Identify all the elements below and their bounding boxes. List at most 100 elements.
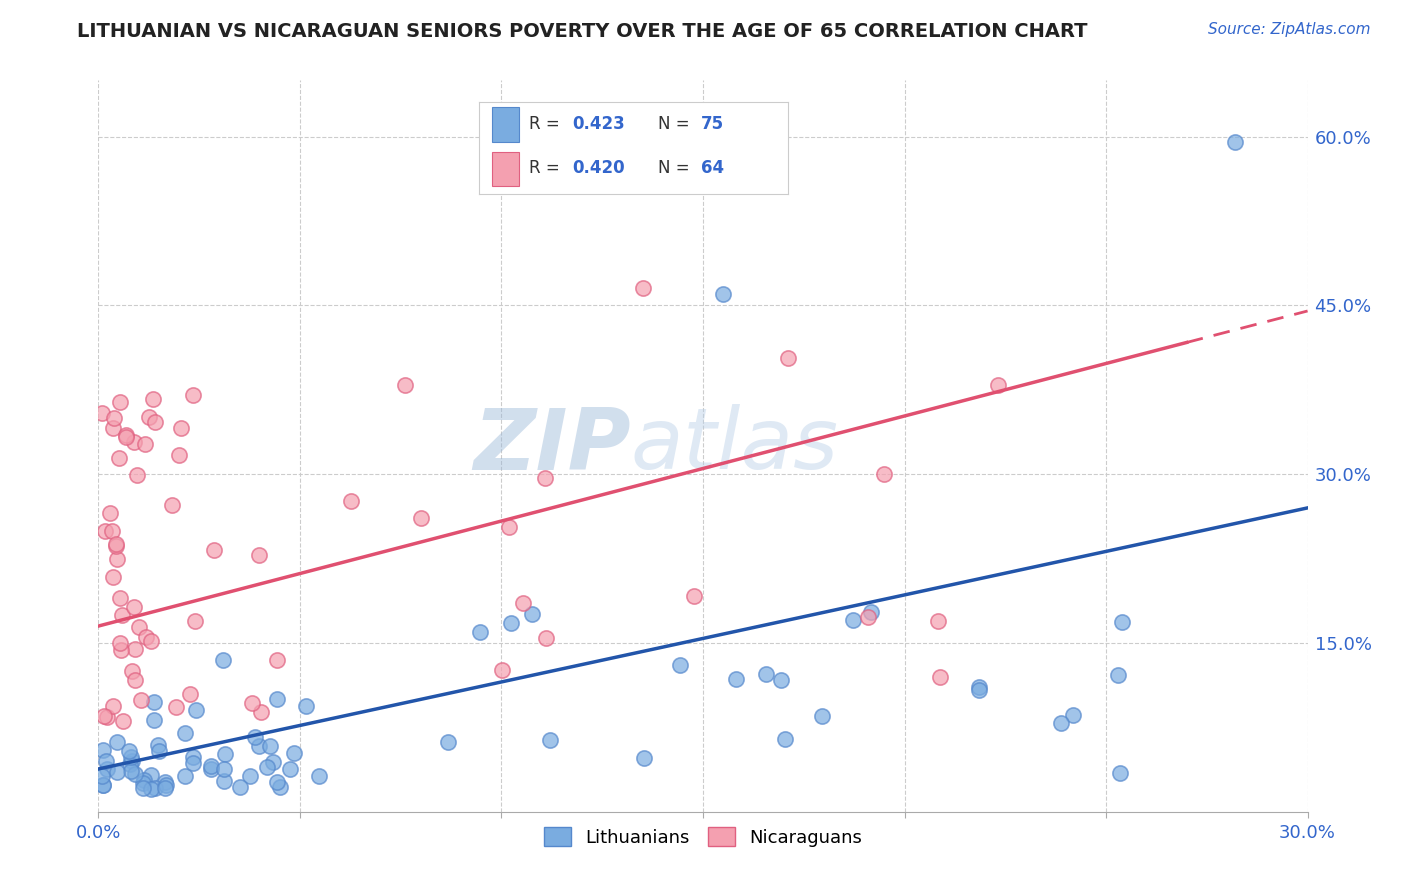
Point bbox=[170, 421, 193, 435]
Point bbox=[682, 589, 704, 603]
Point bbox=[148, 744, 170, 758]
Point bbox=[247, 739, 270, 753]
Point bbox=[142, 696, 165, 710]
Point bbox=[91, 778, 114, 792]
Point bbox=[243, 730, 266, 744]
Point bbox=[173, 769, 195, 783]
Point bbox=[103, 410, 125, 425]
Point bbox=[141, 633, 163, 648]
Point bbox=[143, 415, 166, 429]
Point bbox=[967, 681, 990, 695]
Point bbox=[120, 756, 142, 771]
Point bbox=[115, 427, 138, 442]
Point bbox=[93, 709, 115, 723]
Point bbox=[142, 392, 165, 407]
Point bbox=[134, 772, 156, 787]
Point bbox=[167, 448, 190, 462]
Point bbox=[141, 781, 163, 796]
Point bbox=[266, 775, 288, 789]
Point bbox=[94, 524, 117, 538]
Point bbox=[262, 755, 284, 769]
Point bbox=[987, 378, 1010, 392]
Point bbox=[242, 696, 264, 710]
Point bbox=[1223, 135, 1246, 149]
Point bbox=[200, 759, 222, 773]
Point bbox=[174, 725, 197, 739]
Point bbox=[214, 747, 236, 761]
Point bbox=[778, 351, 800, 365]
Point bbox=[124, 641, 146, 656]
Point bbox=[120, 749, 142, 764]
Point bbox=[94, 754, 117, 768]
Point bbox=[811, 708, 834, 723]
Point bbox=[228, 780, 250, 795]
Point bbox=[266, 692, 288, 706]
Point bbox=[103, 699, 125, 714]
Point bbox=[110, 643, 132, 657]
Point bbox=[125, 468, 148, 483]
Point bbox=[491, 663, 513, 677]
Point bbox=[873, 467, 896, 482]
Point bbox=[135, 630, 157, 644]
Point bbox=[96, 762, 118, 776]
Point bbox=[121, 664, 143, 678]
Point bbox=[184, 614, 207, 628]
Point bbox=[110, 636, 132, 650]
Point bbox=[283, 746, 305, 760]
Point bbox=[108, 450, 131, 465]
Point bbox=[101, 421, 124, 435]
Point bbox=[131, 781, 153, 796]
Point bbox=[468, 625, 491, 640]
Point bbox=[1062, 707, 1084, 722]
Point bbox=[512, 596, 534, 610]
Point bbox=[91, 743, 114, 757]
Point bbox=[259, 739, 281, 754]
Point bbox=[124, 673, 146, 688]
Point bbox=[128, 619, 150, 633]
Point bbox=[98, 506, 121, 520]
Point bbox=[725, 673, 748, 687]
Point bbox=[120, 764, 142, 779]
Point bbox=[107, 765, 129, 780]
Point bbox=[181, 388, 204, 402]
Point bbox=[498, 520, 520, 534]
Point bbox=[202, 542, 225, 557]
Point bbox=[104, 539, 127, 553]
Point bbox=[111, 714, 134, 728]
Point bbox=[631, 281, 654, 295]
Point bbox=[266, 653, 288, 667]
Point bbox=[141, 768, 163, 782]
Point bbox=[1111, 615, 1133, 629]
Point bbox=[96, 709, 118, 723]
Point bbox=[538, 732, 561, 747]
Point bbox=[769, 673, 792, 687]
Point bbox=[110, 591, 132, 605]
Point bbox=[165, 700, 187, 714]
Point bbox=[929, 670, 952, 684]
Point bbox=[138, 409, 160, 424]
Point bbox=[105, 552, 128, 566]
Point bbox=[775, 732, 797, 747]
Point bbox=[181, 750, 204, 764]
Point bbox=[239, 769, 262, 783]
Point bbox=[247, 548, 270, 562]
Point bbox=[212, 774, 235, 789]
Point bbox=[114, 430, 136, 444]
Point bbox=[155, 778, 177, 792]
Point bbox=[394, 377, 416, 392]
Point bbox=[212, 653, 235, 667]
Point bbox=[108, 394, 131, 409]
Text: Source: ZipAtlas.com: Source: ZipAtlas.com bbox=[1208, 22, 1371, 37]
Point bbox=[256, 760, 278, 774]
Point bbox=[967, 682, 990, 697]
Point bbox=[143, 781, 166, 796]
Point bbox=[124, 767, 146, 781]
Point bbox=[181, 756, 204, 771]
Point bbox=[669, 658, 692, 673]
Point bbox=[522, 607, 544, 622]
Point bbox=[105, 537, 128, 551]
Point bbox=[499, 616, 522, 631]
Point bbox=[179, 687, 201, 701]
Point bbox=[122, 435, 145, 450]
Point bbox=[91, 406, 114, 420]
